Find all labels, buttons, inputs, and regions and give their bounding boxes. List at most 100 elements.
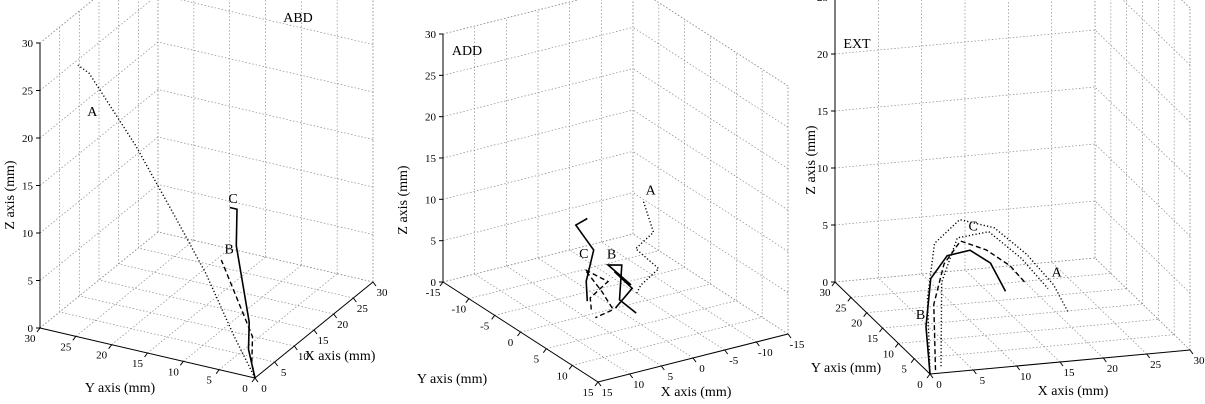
x-tick-mark <box>313 329 318 335</box>
z-tick-label: 15 <box>22 181 34 193</box>
z-tick-label: 25 <box>22 86 34 98</box>
y-tick-label: 20 <box>96 350 108 362</box>
chart-title: EXT <box>843 37 871 52</box>
x-axis-label: X axis (mm) <box>1038 384 1109 399</box>
wall-grid-line <box>1181 0 1191 9</box>
box-edge <box>442 0 580 35</box>
series-dotted-2-line <box>940 230 1049 367</box>
series-a-line <box>634 200 660 294</box>
floor-grid-line <box>98 279 315 331</box>
wall-grid-line <box>632 192 789 293</box>
z-tick-label: 0 <box>431 277 437 289</box>
z-tick-label: 5 <box>28 276 34 288</box>
z-tick-label: 20 <box>425 112 437 124</box>
wall-grid-line <box>632 27 789 128</box>
x-tick-label: 15 <box>602 387 614 399</box>
y-tick-mark <box>847 297 852 302</box>
z-tick-label: 0 <box>823 277 829 289</box>
x-tick-label: 15 <box>318 335 330 347</box>
y-tick-mark <box>831 281 836 287</box>
floor-grid-line <box>1008 265 1104 359</box>
floor-grid-line <box>118 263 334 315</box>
x-tick-mark <box>692 357 697 363</box>
x-tick-label: -10 <box>758 347 773 359</box>
floor-grid-line <box>898 318 1159 344</box>
series-c-line <box>229 206 256 379</box>
chart-panel-abd: 051015202530051015202530051015202530ABDY… <box>3 0 388 396</box>
wall-grid-line <box>632 68 789 169</box>
box-edge <box>39 0 94 44</box>
wall-grid-line <box>442 192 634 242</box>
series-a-line <box>77 64 256 379</box>
x-tick-mark <box>254 377 259 383</box>
curve-label-a: A <box>646 183 657 198</box>
y-tick-mark <box>215 369 220 374</box>
y-tick-label: -5 <box>480 320 490 332</box>
y-axis-label: Y axis (mm) <box>85 381 156 396</box>
y-tick-mark <box>863 312 868 317</box>
wall-grid-line <box>1122 0 1191 66</box>
x-tick-label: 30 <box>1194 355 1205 367</box>
chart-title: ADD <box>452 44 482 59</box>
wall-grid-line <box>834 29 1096 55</box>
y-tick-label: -10 <box>451 304 466 316</box>
z-tick-label: 30 <box>425 29 437 41</box>
floor-grid-line <box>520 283 711 333</box>
floor-grid-line <box>218 273 338 370</box>
wall-grid-line <box>39 136 159 234</box>
x-tick-mark <box>293 345 298 351</box>
curve-label-b: B <box>607 247 616 262</box>
y-tick-label: 20 <box>851 318 863 330</box>
chart-panel-add: 151050-5-10-15151050-5-10-15051015202530… <box>396 0 805 400</box>
floor-grid-line <box>572 316 763 366</box>
wall-grid-line <box>1094 86 1191 180</box>
y-axis-label: Y axis (mm) <box>811 361 882 376</box>
wall-grid-line <box>834 257 1096 283</box>
y-tick-label: 15 <box>132 358 144 370</box>
wall-grid-line <box>632 151 789 252</box>
y-tick-mark <box>517 331 521 337</box>
wall-grid-line <box>39 41 159 139</box>
y-tick-mark <box>108 344 113 349</box>
x-tick-label: 5 <box>281 367 287 379</box>
z-axis-label: Z axis (mm) <box>3 160 18 230</box>
z-tick-label: 15 <box>425 153 437 165</box>
x-tick-label: -15 <box>790 339 805 351</box>
floor-grid-line <box>79 295 295 347</box>
x-tick-mark <box>1146 353 1151 359</box>
series-b-line <box>925 249 1007 375</box>
wall-grid-line <box>834 143 1096 169</box>
floor-grid-line <box>546 300 737 350</box>
wall-grid-line <box>442 109 634 159</box>
z-tick-label: 20 <box>817 49 829 61</box>
z-tick-label: 30 <box>22 38 34 50</box>
wall-grid-line <box>157 184 374 235</box>
wall-grid-line <box>834 200 1096 226</box>
y-tick-label: 15 <box>583 387 595 399</box>
floor-grid-line <box>506 265 662 367</box>
z-tick-label: 25 <box>425 70 437 82</box>
z-tick-label: 10 <box>22 228 34 240</box>
x-tick-mark <box>274 361 279 367</box>
y-tick-mark <box>926 373 931 379</box>
y-tick-label: 10 <box>557 370 569 382</box>
x-tick-mark <box>597 381 602 387</box>
floor-grid-line <box>601 241 757 343</box>
x-tick-mark <box>372 281 377 287</box>
curve-label-c: C <box>228 192 237 207</box>
y-tick-label: -15 <box>426 287 441 299</box>
floor-grid-line <box>921 273 1017 367</box>
floor-grid-line <box>468 250 659 300</box>
z-axis-label: Z axis (mm) <box>396 165 411 235</box>
x-tick-mark <box>660 365 665 371</box>
wall-grid-line <box>442 0 580 35</box>
curve-label-b: B <box>916 308 925 323</box>
x-tick-label: 15 <box>1064 367 1076 379</box>
wall-grid-line <box>632 233 789 335</box>
x-tick-label: 0 <box>936 379 942 391</box>
z-tick-label: 5 <box>823 220 829 232</box>
y-tick-mark <box>251 377 256 383</box>
y-axis-label: Y axis (mm) <box>417 372 488 387</box>
y-tick-mark <box>594 381 599 387</box>
x-tick-mark <box>333 313 338 319</box>
